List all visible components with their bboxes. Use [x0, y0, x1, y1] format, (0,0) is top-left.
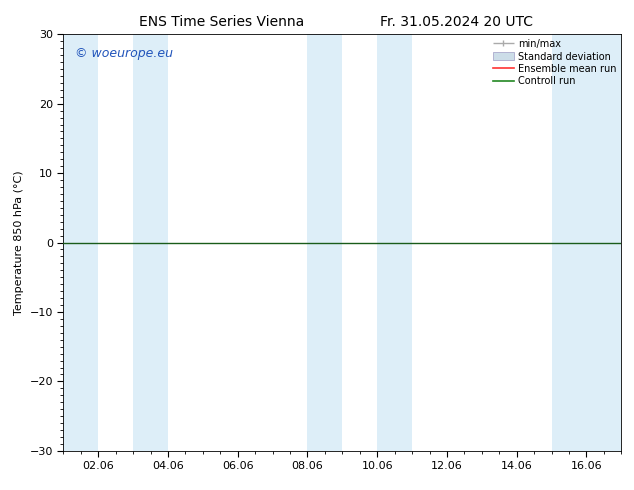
Bar — [63, 34, 98, 451]
Text: © woeurope.eu: © woeurope.eu — [75, 47, 172, 60]
Text: Fr. 31.05.2024 20 UTC: Fr. 31.05.2024 20 UTC — [380, 15, 533, 29]
Bar — [307, 34, 342, 451]
Bar — [552, 34, 586, 451]
Legend: min/max, Standard deviation, Ensemble mean run, Controll run: min/max, Standard deviation, Ensemble me… — [491, 37, 618, 88]
Bar — [586, 34, 621, 451]
Bar — [377, 34, 412, 451]
Bar — [133, 34, 168, 451]
Text: ENS Time Series Vienna: ENS Time Series Vienna — [139, 15, 304, 29]
Y-axis label: Temperature 850 hPa (°C): Temperature 850 hPa (°C) — [14, 170, 24, 315]
